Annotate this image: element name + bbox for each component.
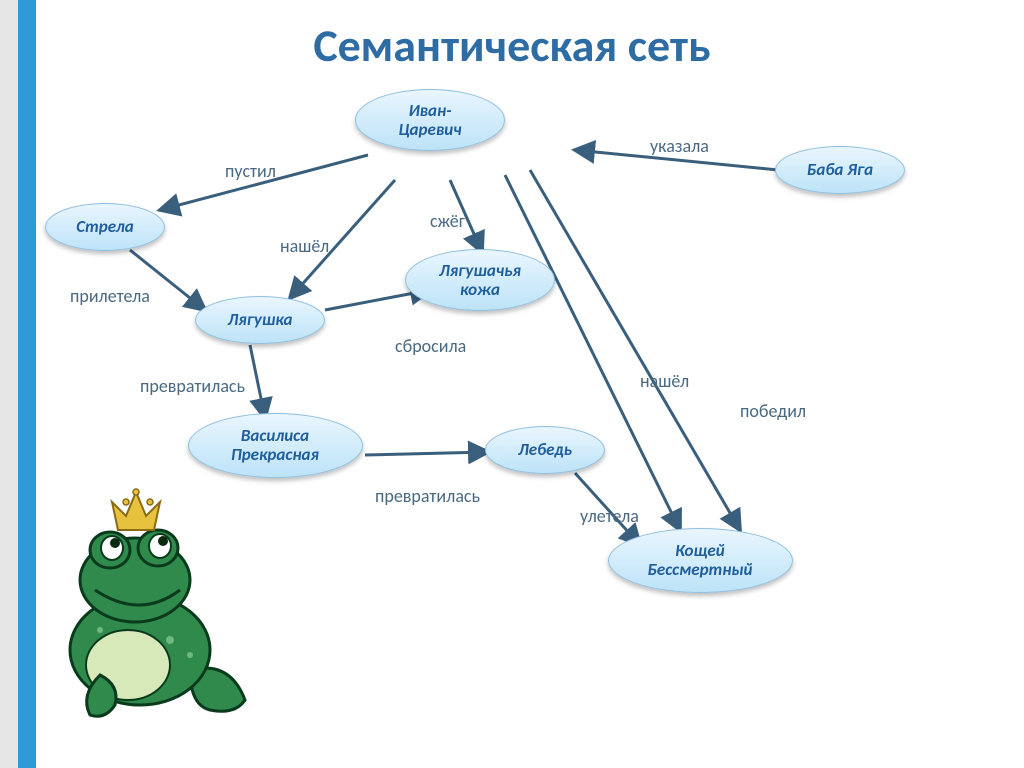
edge-label-ivan-strela: пустил: [225, 160, 276, 182]
edge-label-vasilisa-lebed: превратилась: [375, 485, 480, 507]
edge-label-baba-ivan: указала: [650, 135, 709, 157]
edge-label-ivan-lyagushka: нашёл: [280, 235, 329, 257]
edge-label-ivan-kozha: сжёг: [430, 210, 465, 232]
edge-label-strela-lyagushka: прилетела: [70, 285, 150, 307]
edge-label-ivan-koschei: нашёл: [640, 370, 689, 392]
edge-label-lyagushka-kozha: сбросила: [395, 335, 466, 357]
edge-label-lebed-koschei: улетела: [580, 505, 639, 527]
edge-label-lyagushka-vasilisa: превратилась: [140, 375, 245, 397]
edge-label-ivan-koschei: победил: [740, 400, 806, 422]
frog-illustration: [40, 480, 260, 730]
frog-svg: [40, 480, 260, 730]
